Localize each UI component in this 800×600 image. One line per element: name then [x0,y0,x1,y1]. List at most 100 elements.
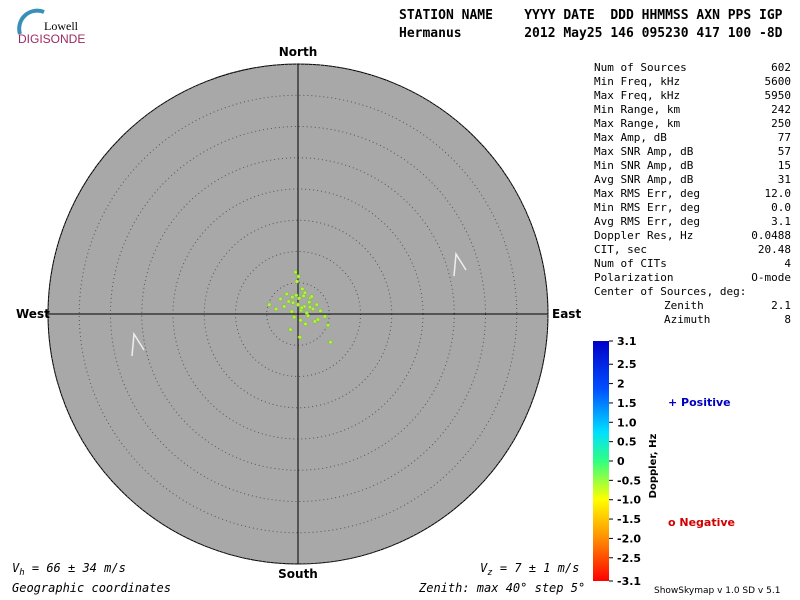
source-point [288,327,293,332]
source-point [290,295,295,300]
source-point [278,296,283,302]
source-point [328,340,333,345]
source-point [309,294,314,299]
source-point [289,309,294,314]
center-value: 2.1 [771,299,791,312]
vh-symbol: V [12,561,20,575]
source-point [282,304,287,309]
colorbar-title: Doppler, Hz [648,434,659,499]
stat-value: 12.0 [765,187,792,200]
vh-label: Vh = 66 ± 34 m/s [12,561,126,578]
stat-label: Min SNR Amp, dB [594,159,694,172]
source-point [307,300,312,305]
source-point [299,305,304,310]
source-point [284,291,289,297]
colorbar-tick-label: 1.5 [617,397,637,410]
logo-bottom: DIGISONDE [18,32,85,46]
colorbar-tick-label: -1.0 [617,494,641,507]
source-point [292,315,297,320]
stat-label: Polarization [594,271,673,284]
colorbar-tick-label: -3.1 [617,575,641,588]
source-point [290,300,296,305]
stat-label: Min Range, km [594,103,680,116]
stat-label: Num of Sources [594,61,687,74]
colorbar-tick-label: -0.5 [617,474,641,487]
source-point [293,270,298,275]
colorbar-tick-label: -2.0 [617,532,641,545]
stat-label: Min Freq, kHz [594,75,680,88]
stat-value: 5950 [765,89,792,102]
source-point [312,319,317,324]
stat-value: 57 [778,145,791,158]
source-point [322,314,327,319]
stat-value: 20.48 [758,243,791,256]
stat-label: Max RMS Err, deg [594,187,700,200]
stat-value: O-mode [751,271,791,284]
stat-value: 31 [778,173,791,186]
vz-label: Vz = 7 ± 1 m/s [480,561,579,578]
stat-label: Avg RMS Err, deg [594,215,700,228]
legend-positive: + Positive [668,396,731,409]
colorbar-tick-label: 0 [617,455,625,468]
center-title: Center of Sources, deg: [594,285,746,298]
marker [453,251,467,277]
source-point [318,308,323,313]
stat-value: 602 [771,61,791,74]
source-point [297,296,302,301]
colorbar-tick-label: 0.5 [617,436,637,449]
stat-label: Num of CITs [594,257,667,270]
colorbar-tick-label: 2 [617,378,625,391]
source-point [274,306,279,312]
vz-symbol: V [480,561,488,575]
stat-value: 15 [778,159,791,172]
source-point [295,302,301,307]
stat-label: Doppler Res, Hz [594,229,693,242]
source-point [294,279,299,284]
header-labels: STATION NAME YYYY DATE DDD HHMMSS AXN PP… [399,8,783,23]
center-label: Zenith [664,299,704,312]
stat-label: Max Freq, kHz [594,89,680,102]
south-label: South [278,567,318,581]
source-point [298,318,303,323]
vh-sub: h [19,568,24,578]
stat-label: Max SNR Amp, dB [594,145,694,158]
stat-value: 0.0488 [751,229,791,242]
colorbar [593,341,609,581]
source-point [297,335,302,340]
zenith-note: Zenith: max 40° step 5° [418,581,585,595]
coordinates-note: Geographic coordinates [12,581,171,595]
stat-value: 0.0 [771,201,791,214]
source-point [305,313,311,318]
colorbar-tick-label: 1.0 [617,416,637,429]
source-point [303,321,308,327]
source-point [300,286,305,292]
source-point [315,317,321,322]
stat-label: Avg SNR Amp, dB [594,173,694,186]
version: ShowSkymap v 1.0 SD v 5.1 [654,586,780,596]
source-point [310,306,316,312]
stat-label: Max Range, km [594,117,680,130]
vh-text: = 66 ± 34 m/s [25,561,126,575]
stat-label: Min RMS Err, deg [594,201,700,214]
vz-text: = 7 ± 1 m/s [493,561,580,575]
west-label: West [16,307,50,321]
colorbar-tick-label: -1.5 [617,513,641,526]
source-point [302,290,307,295]
marker [131,331,145,357]
stat-value: 4 [784,257,791,270]
center-label: Azimuth [664,313,710,326]
logo-arc [17,8,45,35]
source-point [307,305,312,310]
center-value: 8 [784,313,791,326]
colorbar-tick-label: -2.5 [617,552,641,565]
north-label: North [279,45,317,59]
east-label: East [552,307,581,321]
stat-value: 77 [778,131,791,144]
stat-value: 5600 [765,75,792,88]
source-point [296,274,301,279]
source-point [325,323,331,328]
colorbar-tick-label: 3.1 [617,335,637,348]
legend-negative: o Negative [668,516,735,529]
source-point [267,302,272,307]
